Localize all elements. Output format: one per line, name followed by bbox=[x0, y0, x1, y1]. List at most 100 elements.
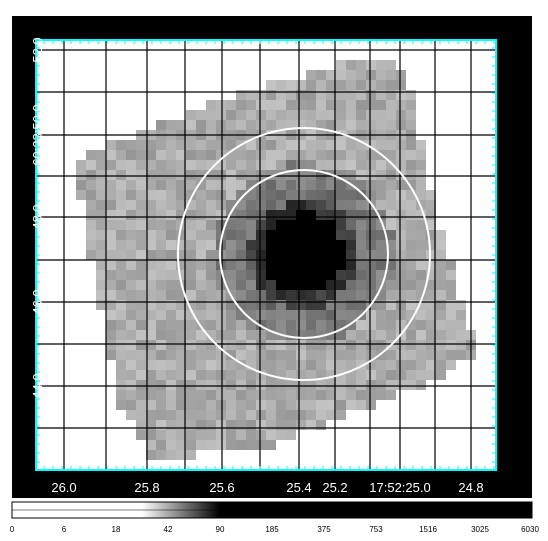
image-pixel bbox=[246, 410, 256, 420]
image-pixel bbox=[136, 220, 146, 230]
image-pixel bbox=[316, 70, 326, 80]
image-pixel bbox=[436, 300, 446, 310]
image-pixel bbox=[296, 400, 306, 410]
image-pixel bbox=[206, 190, 216, 200]
image-pixel bbox=[136, 180, 146, 190]
source-image bbox=[76, 60, 476, 460]
image-pixel bbox=[96, 160, 106, 170]
image-pixel bbox=[266, 180, 276, 190]
image-pixel bbox=[116, 200, 126, 210]
image-pixel bbox=[236, 400, 246, 410]
image-pixel bbox=[116, 190, 126, 200]
image-pixel bbox=[306, 320, 316, 330]
image-pixel bbox=[76, 190, 86, 200]
x-tick-label: 25.8 bbox=[134, 480, 159, 495]
image-pixel bbox=[326, 360, 336, 370]
image-pixel bbox=[206, 400, 216, 410]
image-pixel bbox=[416, 330, 426, 340]
image-pixel bbox=[176, 140, 186, 150]
outer-annulus-circle[interactable] bbox=[177, 127, 431, 381]
image-pixel bbox=[356, 240, 366, 250]
image-pixel bbox=[336, 80, 346, 90]
image-pixel bbox=[316, 300, 326, 310]
image-pixel bbox=[276, 100, 286, 110]
image-pixel bbox=[166, 330, 176, 340]
image-pixel bbox=[186, 230, 196, 240]
image-pixel bbox=[366, 120, 376, 130]
image-pixel bbox=[136, 160, 146, 170]
image-pixel bbox=[406, 140, 416, 150]
image-pixel bbox=[176, 390, 186, 400]
image-pixel bbox=[96, 220, 106, 230]
image-pixel bbox=[446, 290, 456, 300]
image-pixel bbox=[356, 200, 366, 210]
image-pixel bbox=[426, 260, 436, 270]
image-pixel bbox=[156, 330, 166, 340]
image-pixel bbox=[366, 380, 376, 390]
image-pixel bbox=[146, 260, 156, 270]
image-pixel bbox=[336, 260, 346, 270]
image-pixel bbox=[356, 400, 366, 410]
image-pixel bbox=[136, 370, 146, 380]
image-pixel bbox=[416, 170, 426, 180]
image-pixel bbox=[256, 140, 266, 150]
image-pixel bbox=[316, 220, 326, 230]
image-pixel bbox=[406, 220, 416, 230]
image-pixel bbox=[176, 360, 186, 370]
image-pixel bbox=[386, 250, 396, 260]
image-pixel bbox=[206, 340, 216, 350]
image-pixel bbox=[236, 370, 246, 380]
image-pixel bbox=[306, 300, 316, 310]
image-pixel bbox=[446, 270, 456, 280]
image-pixel bbox=[366, 90, 376, 100]
image-pixel bbox=[406, 380, 416, 390]
image-pixel bbox=[406, 270, 416, 280]
image-pixel bbox=[176, 400, 186, 410]
image-pixel bbox=[396, 160, 406, 170]
image-pixel bbox=[306, 310, 316, 320]
image-pixel bbox=[306, 80, 316, 90]
image-pixel bbox=[256, 100, 266, 110]
image-pixel bbox=[406, 160, 416, 170]
image-pixel bbox=[416, 160, 426, 170]
image-pixel bbox=[416, 220, 426, 230]
image-pixel bbox=[376, 380, 386, 390]
image-pixel bbox=[216, 270, 226, 280]
image-pixel bbox=[76, 180, 86, 190]
image-pixel bbox=[276, 260, 286, 270]
image-pixel bbox=[116, 160, 126, 170]
image-pixel bbox=[306, 290, 316, 300]
image-pixel bbox=[216, 290, 226, 300]
image-pixel bbox=[266, 120, 276, 130]
image-pixel bbox=[226, 170, 236, 180]
image-pixel bbox=[136, 390, 146, 400]
image-pixel bbox=[416, 350, 426, 360]
image-pixel bbox=[316, 380, 326, 390]
image-pixel bbox=[346, 140, 356, 150]
image-pixel bbox=[236, 160, 246, 170]
image-pixel bbox=[166, 350, 176, 360]
image-pixel bbox=[146, 450, 156, 460]
image-pixel bbox=[226, 360, 236, 370]
inner-annulus-circle[interactable] bbox=[219, 169, 389, 339]
image-pixel bbox=[266, 360, 276, 370]
image-pixel bbox=[256, 160, 266, 170]
image-pixel bbox=[146, 360, 156, 370]
image-pixel bbox=[216, 360, 226, 370]
image-pixel bbox=[366, 200, 376, 210]
image-pixel bbox=[286, 270, 296, 280]
image-pixel bbox=[226, 230, 236, 240]
image-pixel bbox=[306, 340, 316, 350]
image-pixel bbox=[396, 290, 406, 300]
image-pixel bbox=[376, 340, 386, 350]
image-pixel bbox=[366, 240, 376, 250]
image-pixel bbox=[196, 410, 206, 420]
image-pixel bbox=[116, 220, 126, 230]
y-tick-label: 46.0 bbox=[30, 289, 45, 314]
image-pixel bbox=[236, 350, 246, 360]
image-pixel bbox=[256, 90, 266, 100]
image-pixel bbox=[126, 390, 136, 400]
image-pixel bbox=[406, 210, 416, 220]
image-pixel bbox=[336, 170, 346, 180]
